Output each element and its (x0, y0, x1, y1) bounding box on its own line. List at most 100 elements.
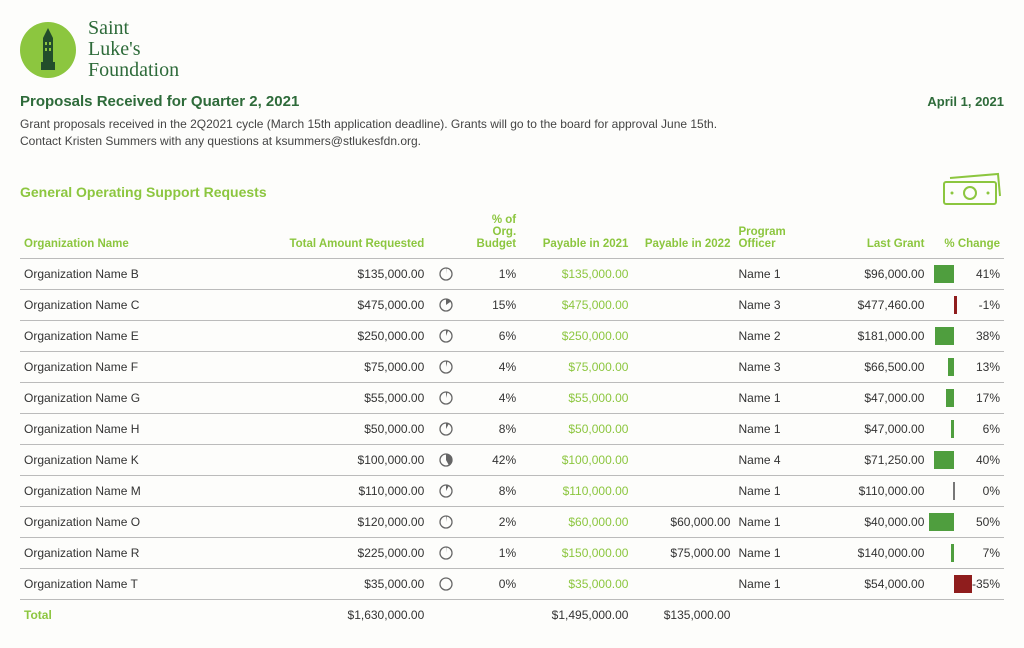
cell-p2021: $110,000.00 (520, 475, 632, 506)
intro-text: Grant proposals received in the 2Q2021 c… (20, 116, 740, 150)
cell-change: 0% (928, 475, 1004, 506)
total-p2021: $1,495,000.00 (520, 599, 632, 630)
cell-change: 40% (928, 444, 1004, 475)
cell-change: 17% (928, 382, 1004, 413)
brand-line3: Foundation (88, 60, 179, 81)
cell-total: $110,000.00 (285, 475, 428, 506)
cell-pct: 2% (463, 506, 520, 537)
cell-p2021: $150,000.00 (520, 537, 632, 568)
cell-p2022 (632, 568, 734, 599)
cell-p2021: $55,000.00 (520, 382, 632, 413)
cell-last: $71,250.00 (826, 444, 928, 475)
cell-p2022: $75,000.00 (632, 537, 734, 568)
cell-pct: 1% (463, 537, 520, 568)
brand-header: Saint Luke's Foundation (20, 18, 1004, 81)
table-row: Organization Name R$225,000.001%$150,000… (20, 537, 1004, 568)
cell-pie-icon (428, 289, 463, 320)
cell-total: $120,000.00 (285, 506, 428, 537)
cell-pct: 4% (463, 382, 520, 413)
cell-last: $40,000.00 (826, 506, 928, 537)
col-officer: Program Officer (734, 208, 826, 259)
cell-last: $181,000.00 (826, 320, 928, 351)
cell-p2021: $50,000.00 (520, 413, 632, 444)
cell-org: Organization Name C (20, 289, 285, 320)
building-icon (31, 28, 65, 72)
cell-officer: Name 1 (734, 506, 826, 537)
cell-org: Organization Name T (20, 568, 285, 599)
title-row: Proposals Received for Quarter 2, 2021 A… (20, 93, 1004, 110)
total-p2022: $135,000.00 (632, 599, 734, 630)
cell-p2022 (632, 444, 734, 475)
cell-change: 6% (928, 413, 1004, 444)
cell-pie-icon (428, 320, 463, 351)
cell-last: $47,000.00 (826, 413, 928, 444)
cell-pct: 8% (463, 413, 520, 444)
cell-org: Organization Name K (20, 444, 285, 475)
cell-last: $477,460.00 (826, 289, 928, 320)
cell-officer: Name 1 (734, 258, 826, 289)
cell-org: Organization Name G (20, 382, 285, 413)
cell-officer: Name 2 (734, 320, 826, 351)
table-row: Organization Name F$75,000.004%$75,000.0… (20, 351, 1004, 382)
table-row: Organization Name C$475,000.0015%$475,00… (20, 289, 1004, 320)
cell-total: $475,000.00 (285, 289, 428, 320)
cell-officer: Name 3 (734, 289, 826, 320)
cell-total: $250,000.00 (285, 320, 428, 351)
cell-p2022: $60,000.00 (632, 506, 734, 537)
total-label: Total (20, 599, 285, 630)
cell-p2022 (632, 475, 734, 506)
cell-p2021: $100,000.00 (520, 444, 632, 475)
brand-line1: Saint (88, 18, 179, 39)
cell-change: 38% (928, 320, 1004, 351)
cell-org: Organization Name O (20, 506, 285, 537)
cell-change: 50% (928, 506, 1004, 537)
header-row: Organization Name Total Amount Requested… (20, 208, 1004, 259)
cell-p2022 (632, 382, 734, 413)
table-row: Organization Name G$55,000.004%$55,000.0… (20, 382, 1004, 413)
cell-org: Organization Name F (20, 351, 285, 382)
cell-officer: Name 1 (734, 475, 826, 506)
col-p2022: Payable in 2022 (632, 208, 734, 259)
table-row: Organization Name T$35,000.000%$35,000.0… (20, 568, 1004, 599)
cell-pct: 42% (463, 444, 520, 475)
cell-change: 7% (928, 537, 1004, 568)
table-row: Organization Name H$50,000.008%$50,000.0… (20, 413, 1004, 444)
cell-total: $100,000.00 (285, 444, 428, 475)
cell-last: $54,000.00 (826, 568, 928, 599)
cell-pct: 6% (463, 320, 520, 351)
cell-pie-icon (428, 258, 463, 289)
money-icon (938, 168, 1004, 208)
cell-change: -1% (928, 289, 1004, 320)
cell-pie-icon (428, 351, 463, 382)
cell-total: $50,000.00 (285, 413, 428, 444)
cell-org: Organization Name B (20, 258, 285, 289)
cell-pie-icon (428, 568, 463, 599)
cell-last: $110,000.00 (826, 475, 928, 506)
cell-pct: 0% (463, 568, 520, 599)
cell-p2021: $135,000.00 (520, 258, 632, 289)
cell-officer: Name 1 (734, 382, 826, 413)
table-row: Organization Name K$100,000.0042%$100,00… (20, 444, 1004, 475)
cell-pie-icon (428, 413, 463, 444)
col-p2021: Payable in 2021 (520, 208, 632, 259)
cell-pie-icon (428, 444, 463, 475)
col-pct-icon (428, 208, 463, 259)
table-row: Organization Name O$120,000.00 2% $60,000.… (20, 506, 1004, 537)
cell-pie-icon (428, 382, 463, 413)
page-title: Proposals Received for Quarter 2, 2021 (20, 93, 299, 110)
grants-table: Organization Name Total Amount Requested… (20, 208, 1004, 630)
cell-p2022 (632, 413, 734, 444)
cell-pct: 8% (463, 475, 520, 506)
cell-total: $35,000.00 (285, 568, 428, 599)
cell-last: $47,000.00 (826, 382, 928, 413)
table-row: Organization Name B$135,000.001%$135,000… (20, 258, 1004, 289)
totals-row: Total $1,630,000.00 $1,495,000.00 $135,0… (20, 599, 1004, 630)
section-header-row: General Operating Support Requests (20, 168, 1004, 208)
brand-logo (20, 22, 76, 78)
cell-pct: 15% (463, 289, 520, 320)
cell-change: -35% (928, 568, 1004, 599)
cell-p2021: $475,000.00 (520, 289, 632, 320)
cell-officer: Name 1 (734, 413, 826, 444)
cell-p2022 (632, 289, 734, 320)
cell-last: $66,500.00 (826, 351, 928, 382)
